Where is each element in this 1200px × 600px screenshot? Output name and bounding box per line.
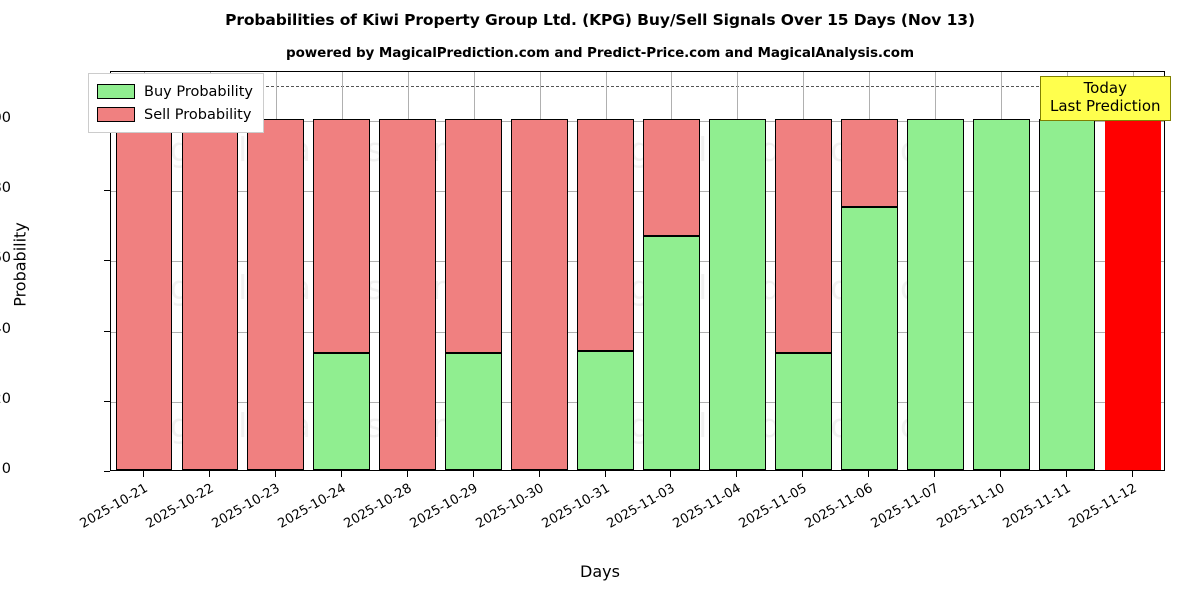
bar-segment-sell	[313, 119, 371, 354]
x-tick-mark	[473, 471, 474, 477]
legend-item-buy[interactable]: Buy Probability	[97, 80, 253, 103]
y-tick-label: 0	[1, 461, 11, 477]
x-tick-mark	[1000, 471, 1001, 477]
reference-line	[111, 86, 1164, 88]
legend-swatch-sell	[97, 107, 135, 122]
gridline-horizontal	[111, 191, 1164, 193]
y-tick-mark	[104, 400, 110, 402]
bar-2025-10-28[interactable]	[379, 72, 437, 470]
today-annotation-line2: Last Prediction	[1050, 96, 1161, 115]
bar-segment-sell	[840, 119, 898, 207]
x-axis-label: Days	[580, 562, 620, 581]
bar-2025-10-22[interactable]	[181, 72, 239, 470]
x-tick-mark	[670, 471, 671, 477]
bar-segment-buy	[972, 119, 1030, 470]
legend-label-sell: Sell Probability	[144, 106, 252, 123]
x-tick-mark	[341, 471, 342, 477]
x-tick-mark	[605, 471, 606, 477]
bar-2025-11-12[interactable]	[1104, 72, 1162, 470]
x-tick-mark	[802, 471, 803, 477]
bar-2025-11-03[interactable]	[643, 72, 700, 470]
bar-2025-10-21[interactable]	[115, 72, 173, 470]
y-tick-label: 60	[0, 250, 11, 267]
x-tick-mark	[539, 471, 540, 477]
y-tick-mark	[104, 330, 110, 332]
bar-segment-sell	[774, 119, 832, 354]
bar-segment-buy	[577, 350, 634, 470]
bar-segment-sell	[577, 119, 634, 351]
bar-2025-11-04[interactable]	[709, 72, 766, 470]
page-title: Probabilities of Kiwi Property Group Ltd…	[225, 11, 975, 29]
y-tick-mark	[104, 260, 110, 262]
bar-segment-buy	[774, 353, 832, 470]
bar-2025-10-23[interactable]	[247, 72, 305, 470]
bar-2025-10-29[interactable]	[445, 72, 502, 470]
bar-segment-sell	[247, 119, 305, 470]
today-annotation: Today Last Prediction	[1040, 76, 1171, 122]
bar-2025-10-24[interactable]	[313, 72, 371, 470]
x-tick-label: 2025-10-21	[77, 481, 151, 532]
x-tick-mark	[209, 471, 210, 477]
bar-segment-buy	[906, 119, 964, 470]
y-tick-label: 40	[0, 320, 11, 337]
bar-segment-buy	[709, 119, 766, 470]
y-axis-label: Probability	[10, 222, 30, 307]
x-tick-mark	[143, 471, 144, 477]
bar-2025-11-11[interactable]	[1038, 72, 1096, 470]
bar-segment-sell	[379, 119, 437, 470]
bar-segment-buy	[313, 353, 371, 470]
bar-segment-buy	[643, 236, 700, 470]
bar-2025-10-31[interactable]	[577, 72, 634, 470]
x-tick-label: 2025-11-03	[605, 481, 678, 532]
bar-2025-11-05[interactable]	[774, 72, 832, 470]
gridline-horizontal	[111, 401, 1164, 403]
bar-2025-10-30[interactable]	[511, 72, 568, 470]
x-tick-mark	[275, 471, 276, 477]
bar-segment-sell	[115, 119, 173, 470]
x-tick-label: 2025-10-31	[539, 481, 613, 532]
gridline-horizontal	[111, 331, 1164, 333]
bar-2025-11-06[interactable]	[840, 72, 898, 470]
y-tick-mark	[104, 190, 110, 192]
bar-segment-buy	[1038, 119, 1096, 470]
x-tick-mark	[934, 471, 935, 477]
bar-2025-11-07[interactable]	[906, 72, 964, 470]
bar-segment-sell	[181, 119, 239, 470]
legend-label-buy: Buy Probability	[144, 83, 253, 100]
x-tick-mark	[407, 471, 408, 477]
x-tick-mark	[1132, 471, 1133, 477]
y-tick-mark	[104, 471, 110, 472]
x-tick-mark	[868, 471, 869, 477]
bar-segment-sell	[643, 119, 700, 237]
y-tick-label: 100	[0, 110, 11, 127]
gridline-horizontal	[111, 261, 1164, 263]
x-tick-mark	[736, 471, 737, 477]
x-tick-mark	[1066, 471, 1067, 477]
bar-segment-buy	[445, 353, 502, 470]
bar-segment-buy	[840, 206, 898, 470]
chart-subtitle: powered by MagicalPrediction.com and Pre…	[286, 45, 914, 61]
today-annotation-line1: Today	[1083, 79, 1127, 97]
plot-area: MagicalAnalysis.comMagicalPrediction.com…	[110, 71, 1165, 471]
gridline-horizontal	[111, 121, 1164, 123]
legend-swatch-buy	[97, 84, 135, 99]
legend-item-sell[interactable]: Sell Probability	[97, 103, 253, 126]
chart-legend: Buy Probability Sell Probability	[88, 73, 264, 133]
bar-2025-11-10[interactable]	[972, 72, 1030, 470]
y-tick-label: 80	[0, 180, 11, 197]
bar-segment-sell	[445, 119, 502, 354]
bar-segment-sell	[511, 119, 568, 470]
y-tick-label: 20	[0, 390, 11, 407]
bar-segment-today	[1104, 119, 1162, 470]
